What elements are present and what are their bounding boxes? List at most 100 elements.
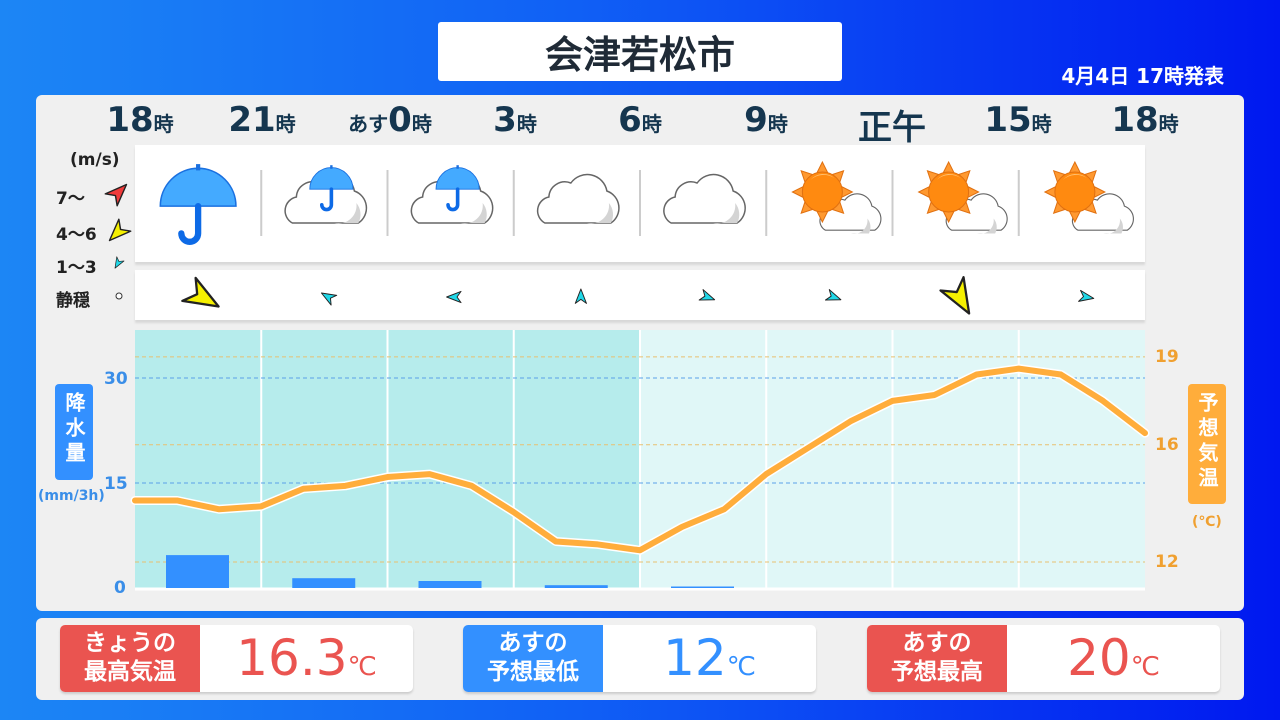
wind-unit: (m/s) [70, 150, 120, 170]
hour-label: 15時 [984, 100, 1051, 140]
temp-point [175, 498, 180, 503]
wind-legend-strong-icon [104, 183, 128, 207]
wind-arrow-icon [181, 276, 220, 308]
hour-suffix: 時 [1158, 112, 1179, 136]
temp-axis-label: 予想気温 [1188, 384, 1226, 504]
hour-number: 21 [228, 100, 276, 140]
summary-unit: ℃ [347, 652, 377, 682]
wind-legend-light-icon [114, 256, 125, 269]
summary-value: 16.3℃ [200, 625, 413, 692]
precip-unit: (mm/3h) [38, 488, 105, 504]
temp-point [427, 472, 432, 477]
temp-point [932, 392, 937, 397]
temp-point [638, 548, 642, 553]
summary-card: あすの 予想最高 20℃ [867, 625, 1220, 692]
cloudy-icon [663, 173, 746, 224]
hour-label: 18時 [1111, 100, 1178, 140]
wind-arrow-icon [939, 276, 971, 315]
temp-point [680, 524, 685, 529]
wind-legend-calm-icon [115, 292, 123, 300]
temp-unit: (℃) [1192, 514, 1222, 530]
wind-legend-calm: 静穏 [56, 291, 90, 311]
summary-card: あすの予想最低 12℃ [463, 625, 816, 692]
column-shade [135, 330, 262, 588]
rain-icon [159, 164, 237, 245]
summary-card: きょうの最高気温 16.3℃ [60, 625, 413, 692]
summary-label-line1: きょうの [84, 630, 176, 656]
hour-number: 3 [493, 100, 517, 140]
temp-point [806, 445, 811, 450]
temp-point [553, 539, 558, 544]
summary-unit: ℃ [726, 652, 756, 682]
hour-number: 6 [618, 100, 642, 140]
temp-point [1100, 398, 1105, 403]
issued-time: 4月4日 17時発表 [1061, 64, 1224, 88]
hour-suffix: 時 [275, 112, 296, 136]
precip-tick-30: 30 [104, 369, 128, 389]
temp-tick-16: 16 [1155, 435, 1179, 455]
temp-point [848, 419, 853, 424]
wind-legend-strong: 7〜 [56, 189, 85, 209]
wind-legend-light: 1〜3 [56, 258, 97, 278]
cloudy-rain-icon [284, 165, 368, 224]
wind-legend-moderate-icon [108, 218, 132, 242]
wind-arrow-icon [320, 292, 338, 306]
hour-label: 3時 [493, 100, 537, 140]
summary-value: 12℃ [603, 625, 816, 692]
hour-suffix: 時 [153, 112, 174, 136]
hour-suffix: 時 [411, 112, 432, 136]
temp-point [1143, 431, 1147, 436]
summary-label: きょうの 最高気温 [60, 625, 200, 692]
hour-suffix: 時 [641, 112, 662, 136]
summary-label: あすの 予想最低 [463, 625, 603, 692]
temp-point [343, 483, 348, 488]
wind-row [135, 270, 1145, 320]
precip-bar [166, 555, 229, 588]
temp-point [259, 504, 264, 509]
precip-tick-0: 0 [114, 578, 126, 598]
column-shade [261, 330, 388, 588]
precip-bar [671, 586, 734, 588]
hour-label: 18時 [106, 100, 173, 140]
summary-label: あすの 予想最高 [867, 625, 1007, 692]
hour-number: 18 [1111, 100, 1159, 140]
temp-tick-19: 19 [1155, 347, 1179, 367]
wind-legend-moderate: 4〜6 [56, 225, 97, 245]
precip-bar [292, 578, 356, 588]
summary-number: 16.3 [236, 629, 348, 687]
column-shade [640, 330, 767, 588]
temp-point [595, 542, 600, 547]
summary-number: 20 [1067, 629, 1131, 687]
hour-label: 21時 [228, 100, 295, 140]
summary-value: 20℃ [1007, 625, 1220, 692]
temp-point [133, 498, 137, 503]
sunny-cloudy-icon [791, 160, 882, 234]
precip-bar [418, 581, 482, 588]
hour-number: 15 [984, 100, 1032, 140]
hour-label: 6時 [618, 100, 662, 140]
summary-unit: ℃ [1130, 652, 1160, 682]
wind-arrow-icon [446, 290, 462, 304]
temp-point [511, 510, 516, 515]
hour-number: 9 [744, 100, 768, 140]
precip-bar [544, 585, 608, 588]
hour-label: 正午 [858, 100, 926, 149]
temp-point [974, 372, 979, 377]
summary-label-line2: 予想最低 [487, 659, 579, 685]
hour-number: 正午 [858, 108, 926, 148]
hour-number: 0 [388, 100, 412, 140]
hour-suffix: 時 [767, 112, 788, 136]
city-title: 会津若松市 [438, 22, 842, 81]
cloudy-icon [536, 173, 620, 224]
sunny-cloudy-icon [1043, 160, 1134, 234]
column-shade [387, 330, 514, 588]
summary-label-line2: 最高気温 [84, 659, 176, 685]
hour-number: 18 [106, 100, 154, 140]
wind-arrow-icon [698, 289, 716, 301]
hour-label: あす0時 [348, 100, 432, 140]
hour-suffix: 時 [516, 112, 537, 136]
summary-label-line1: あすの [498, 630, 568, 656]
sunny-cloudy-icon [917, 160, 1008, 234]
summary-label-line1: あすの [902, 630, 972, 656]
cloudy-rain-icon [410, 165, 494, 224]
